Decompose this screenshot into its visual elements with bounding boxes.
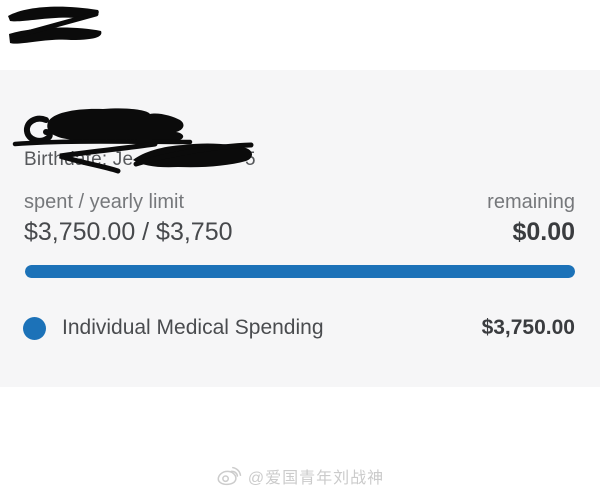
spent-value: $3,750.00 / $3,750 (24, 218, 233, 246)
remaining-value: $0.00 (512, 218, 575, 246)
remaining-label: remaining (487, 191, 575, 213)
legend-label: Individual Medical Spending (62, 316, 324, 339)
spent-label: spent / yearly limit (24, 191, 185, 213)
watermark-text: @爱国青年刘战神 (247, 470, 385, 487)
weibo-icon (217, 466, 242, 486)
spending-summary-card: Birthdate: Je 5 spent / yearly limit rem… (0, 70, 600, 387)
legend-row: Individual Medical Spending $3,750.00 (23, 316, 575, 340)
birthdate-visible-digit: 5 (245, 149, 256, 170)
amounts-row: $3,750.00 / $3,750 $0.00 (24, 218, 575, 247)
legend-value: $3,750.00 (481, 316, 575, 339)
legend-dot-icon (23, 316, 46, 340)
watermark: @爱国青年刘战神 (0, 464, 600, 488)
progress-bar-fill (25, 265, 575, 278)
progress-bar (25, 265, 575, 278)
labels-row: spent / yearly limit remaining (24, 191, 575, 214)
birthdate-text: Birthdate: Je (24, 149, 134, 170)
redaction-scribble-top (8, 6, 102, 44)
